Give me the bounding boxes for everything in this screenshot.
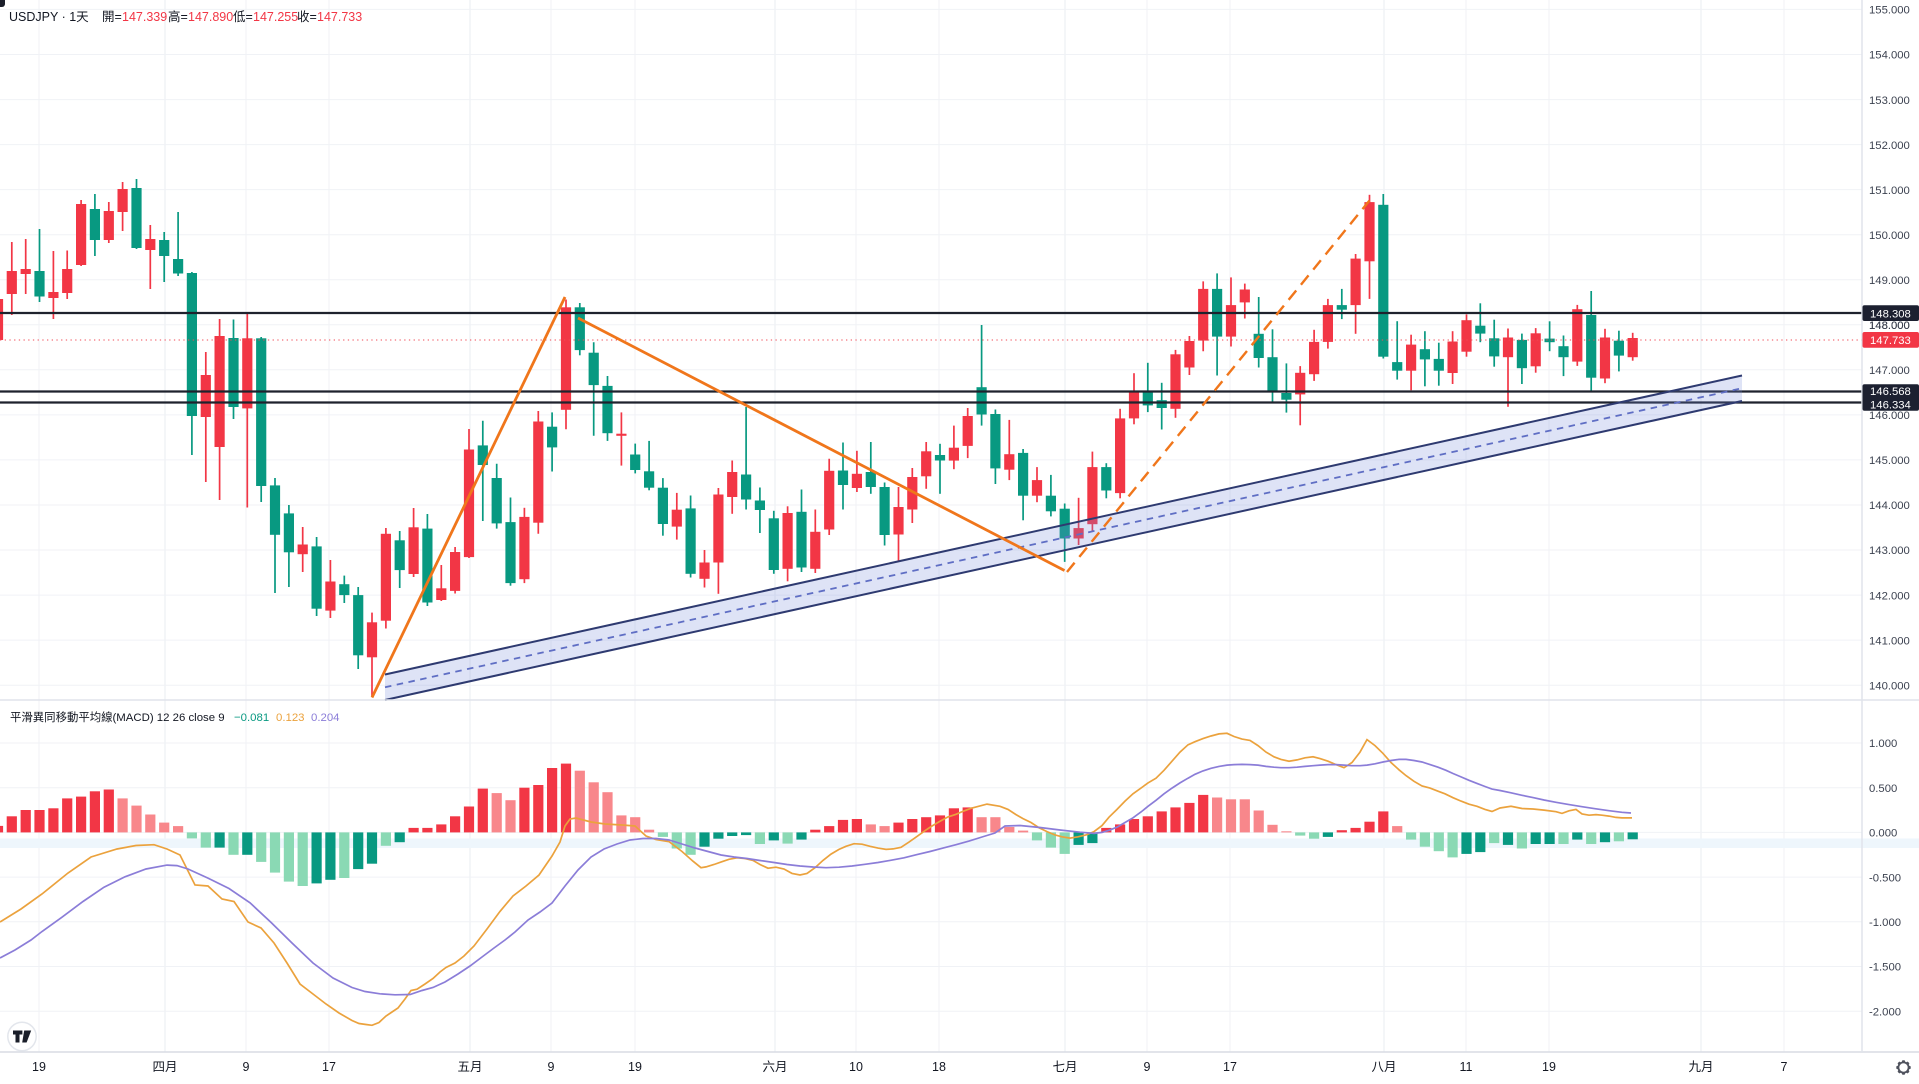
svg-text:150.000: 150.000: [1869, 230, 1910, 242]
svg-text:147.000: 147.000: [1869, 365, 1910, 377]
svg-text:-1.500: -1.500: [1869, 962, 1901, 974]
svg-text:140.000: 140.000: [1869, 680, 1910, 692]
svg-text:146.568: 146.568: [1870, 386, 1911, 398]
svg-text:145.000: 145.000: [1869, 455, 1910, 467]
svg-text:148.308: 148.308: [1870, 308, 1911, 320]
svg-text:低=: 低=: [233, 10, 253, 24]
svg-text:10: 10: [849, 1060, 863, 1074]
svg-text:收=: 收=: [297, 10, 317, 24]
svg-text:143.000: 143.000: [1869, 545, 1910, 557]
svg-text:149.000: 149.000: [1869, 275, 1910, 287]
svg-text:七月: 七月: [1052, 1060, 1077, 1074]
svg-text:148.000: 148.000: [1869, 320, 1910, 332]
svg-text:9: 9: [1144, 1060, 1151, 1074]
svg-text:四月: 四月: [152, 1060, 177, 1074]
svg-text:高=: 高=: [168, 9, 188, 24]
svg-text:平滑異同移動平均線(MACD) 12 26 close 9: 平滑異同移動平均線(MACD) 12 26 close 9: [10, 710, 225, 724]
svg-text:7: 7: [1781, 1060, 1788, 1074]
svg-text:147.733: 147.733: [317, 10, 362, 24]
svg-text:0.500: 0.500: [1869, 783, 1897, 795]
svg-text:155.000: 155.000: [1869, 5, 1910, 17]
svg-text:19: 19: [628, 1060, 642, 1074]
svg-text:19: 19: [1542, 1060, 1556, 1074]
svg-text:0.000: 0.000: [1869, 828, 1897, 840]
svg-text:152.000: 152.000: [1869, 140, 1910, 152]
svg-text:0.204: 0.204: [311, 712, 340, 724]
svg-text:141.000: 141.000: [1869, 635, 1910, 647]
svg-text:146.334: 146.334: [1870, 399, 1911, 411]
svg-text:USDJPY · 1天: USDJPY · 1天: [9, 10, 89, 24]
svg-text:147.890: 147.890: [188, 10, 233, 24]
svg-text:17: 17: [1223, 1060, 1237, 1074]
svg-text:五月: 五月: [457, 1060, 482, 1074]
svg-text:147.733: 147.733: [1870, 335, 1911, 347]
svg-text:18: 18: [932, 1060, 946, 1074]
svg-text:-2.000: -2.000: [1869, 1006, 1901, 1018]
svg-text:9: 9: [548, 1060, 555, 1074]
svg-text:六月: 六月: [762, 1060, 787, 1074]
svg-text:153.000: 153.000: [1869, 95, 1910, 107]
svg-text:九月: 九月: [1688, 1060, 1713, 1074]
svg-text:142.000: 142.000: [1869, 590, 1910, 602]
svg-text:0.123: 0.123: [276, 712, 305, 724]
svg-text:154.000: 154.000: [1869, 50, 1910, 62]
svg-text:開=: 開=: [102, 10, 122, 24]
svg-text:9: 9: [243, 1060, 250, 1074]
svg-text:-1.000: -1.000: [1869, 917, 1901, 929]
svg-text:147.255: 147.255: [253, 10, 298, 24]
svg-text:八月: 八月: [1371, 1060, 1396, 1074]
svg-text:146.000: 146.000: [1869, 410, 1910, 422]
svg-text:11: 11: [1460, 1060, 1473, 1074]
svg-text:151.000: 151.000: [1869, 185, 1910, 197]
svg-text:1.000: 1.000: [1869, 738, 1897, 750]
svg-text:144.000: 144.000: [1869, 500, 1910, 512]
svg-text:19: 19: [32, 1060, 46, 1074]
svg-text:-0.500: -0.500: [1869, 872, 1901, 884]
svg-text:−0.081: −0.081: [234, 712, 269, 724]
svg-text:147.339: 147.339: [122, 10, 167, 24]
svg-text:17: 17: [322, 1060, 336, 1074]
